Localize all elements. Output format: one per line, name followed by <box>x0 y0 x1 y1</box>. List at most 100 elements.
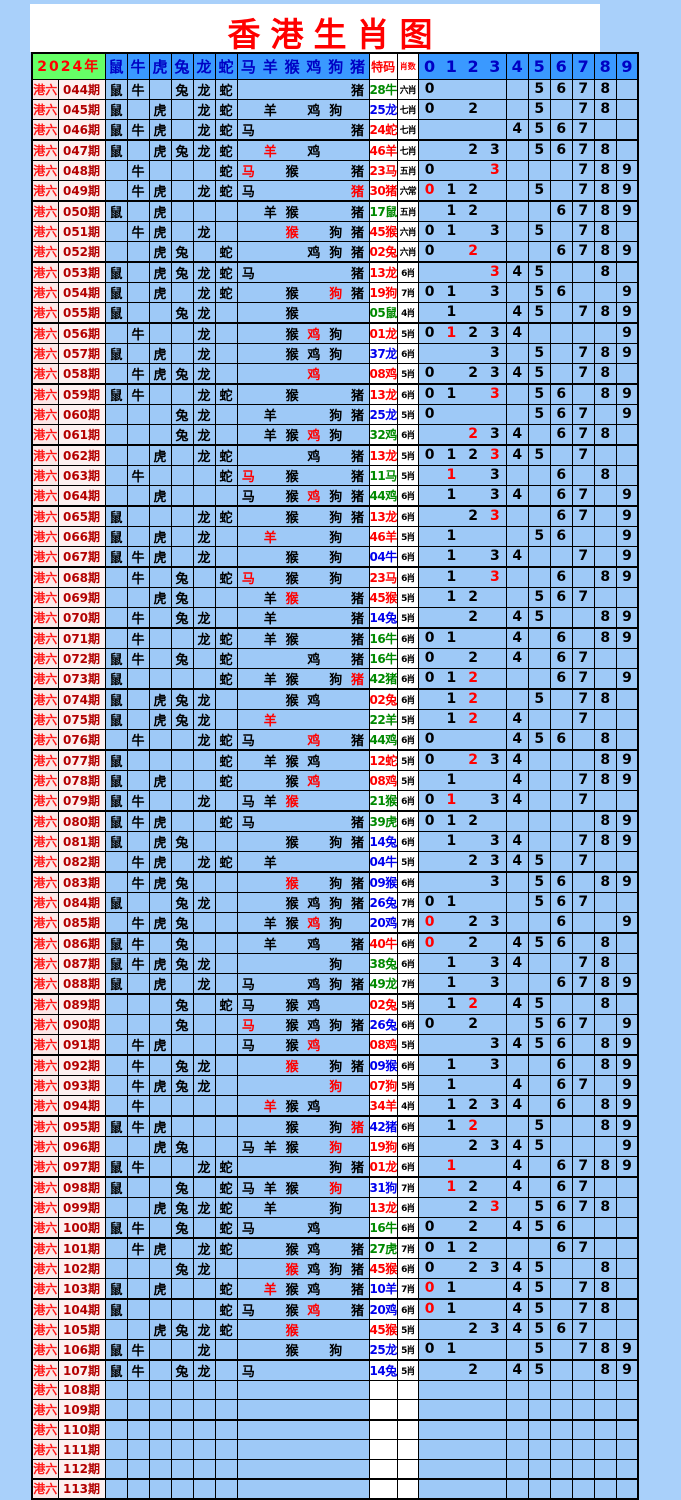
zodiac-cell: 蛇 <box>214 1237 238 1259</box>
period-prefix-cell: 港六 <box>31 789 59 812</box>
digit-cell <box>615 139 639 161</box>
special-number-cell: 44鸡 <box>368 484 398 507</box>
zodiac-cell: 龙 <box>192 627 216 649</box>
period-cell: 092期 <box>57 1054 106 1076</box>
digit-cell: 4 <box>505 789 529 812</box>
digit-cell-group: 2 <box>417 606 507 629</box>
zodiac-cell-group: 猴狗猪 <box>236 505 370 527</box>
digit-cell <box>505 1379 529 1401</box>
digit-cell <box>615 647 639 669</box>
digit-cell <box>549 322 573 344</box>
digit-cell: 6 <box>549 1237 573 1259</box>
zodiac-cell <box>126 1277 150 1300</box>
zodiac-cell: 兔 <box>170 830 194 852</box>
period-cell: 111期 <box>57 1438 106 1460</box>
digit-cell <box>615 688 639 710</box>
digit-cell: 9 <box>615 301 639 324</box>
digit-cell-group <box>417 1379 507 1401</box>
zodiac-cell-group: 羊猴鸡 <box>236 1094 370 1117</box>
digit-cell <box>549 545 573 568</box>
zodiac-cell <box>214 200 238 222</box>
xiao-count-cell: 6肖 <box>396 1216 419 1239</box>
digit-cell <box>549 362 573 385</box>
digit-cell: 2 <box>468 325 478 341</box>
zodiac-cell: 鼠 <box>104 301 128 324</box>
digit-cell: 5 <box>527 1216 551 1239</box>
zodiac-cell <box>104 1196 128 1218</box>
digit-cell <box>505 1237 529 1259</box>
special-number-cell: 14兔 <box>368 830 398 852</box>
digit-cell <box>615 586 639 608</box>
table-row: 港六 104期鼠蛇马猴鸡猪 20鸡 6肖 0 1 4 5 7 8 <box>31 1298 639 1320</box>
zodiac-cell-group <box>236 1399 370 1421</box>
digit-cell: 7 <box>571 708 595 730</box>
digit-cell: 9 <box>615 322 639 344</box>
zodiac-cell: 鼠 <box>104 139 128 161</box>
digit-cell <box>615 1257 639 1279</box>
zodiac-cell <box>148 789 172 812</box>
zodiac-cell: 马 <box>241 164 255 180</box>
xiao-count-cell: 六常 <box>396 179 419 202</box>
digit-cell: 3 <box>489 874 500 890</box>
digit-cell <box>571 749 595 771</box>
zodiac-cell-group: 猴 <box>236 301 370 324</box>
digit-cell <box>549 1257 573 1279</box>
zodiac-cell <box>170 322 194 344</box>
xiao-count-cell: 七肖 <box>396 118 419 141</box>
digit-cell: 3 <box>489 1036 500 1052</box>
digit-cell <box>615 1419 639 1440</box>
digit-cell: 8 <box>593 952 617 974</box>
zodiac-cell <box>192 871 216 893</box>
table-row: 港六 068期牛兔蛇马猴狗 23马 6肖 1 3 6 8 9 <box>31 566 639 588</box>
period-cell: 061期 <box>57 423 106 446</box>
zodiac-cell: 牛 <box>126 789 150 812</box>
zodiac-cell <box>148 1379 172 1401</box>
digit-cell <box>571 1359 595 1381</box>
special-number-cell: 44鸡 <box>368 728 398 751</box>
zodiac-cell: 鸡 <box>307 489 321 505</box>
zodiac-cell <box>170 810 194 832</box>
digit-cell <box>571 1216 595 1239</box>
digit-cell <box>571 566 595 588</box>
page-title: 香港生肖图 <box>227 15 443 54</box>
zodiac-cell: 猴 <box>285 286 299 302</box>
digit-cell <box>527 1155 551 1178</box>
digit-cell: 8 <box>593 627 617 649</box>
digit-cell: 1 <box>446 386 457 402</box>
zodiac-cell: 鼠 <box>104 1338 128 1361</box>
zodiac-cell <box>126 1318 150 1340</box>
special-number-cell <box>368 1379 398 1401</box>
digit-cell-group: 1 <box>417 1155 507 1178</box>
zodiac-cell: 鼠 <box>104 78 128 100</box>
digit-cell <box>549 789 573 812</box>
zodiac-cell: 龙 <box>192 789 216 812</box>
digit-cell: 2 <box>468 1260 478 1276</box>
special-number-cell: 46羊 <box>368 139 398 161</box>
period-cell: 049期 <box>57 179 106 202</box>
zodiac-cell-group: 鸡 <box>236 362 370 385</box>
digit-cell <box>505 342 529 364</box>
digit-cell: 7 <box>571 830 595 852</box>
xiao-count-cell: 7肖 <box>396 972 419 995</box>
digit-cell: 9 <box>615 911 639 934</box>
digit-cell: 8 <box>593 464 617 486</box>
digit-cell <box>571 1257 595 1279</box>
zodiac-cell: 狗 <box>329 408 343 424</box>
digit-cell: 7 <box>571 98 595 120</box>
zodiac-cell: 羊 <box>263 591 277 607</box>
zodiac-cell: 龙 <box>192 423 216 446</box>
special-number-cell: 01龙 <box>368 1155 398 1178</box>
zodiac-cell <box>170 159 194 181</box>
digit-cell: 3 <box>489 792 500 808</box>
special-number-cell <box>368 1478 398 1499</box>
zodiac-cell: 羊 <box>263 1099 277 1115</box>
special-number-cell <box>368 1419 398 1440</box>
zodiac-cell <box>170 383 194 405</box>
zodiac-cell: 鼠 <box>104 891 128 913</box>
table-row: 港六 048期牛蛇马猴猪 23马 五肖 0 3 7 8 9 <box>31 159 639 181</box>
period-cell: 066期 <box>57 525 106 547</box>
digit-cell <box>527 1438 551 1460</box>
